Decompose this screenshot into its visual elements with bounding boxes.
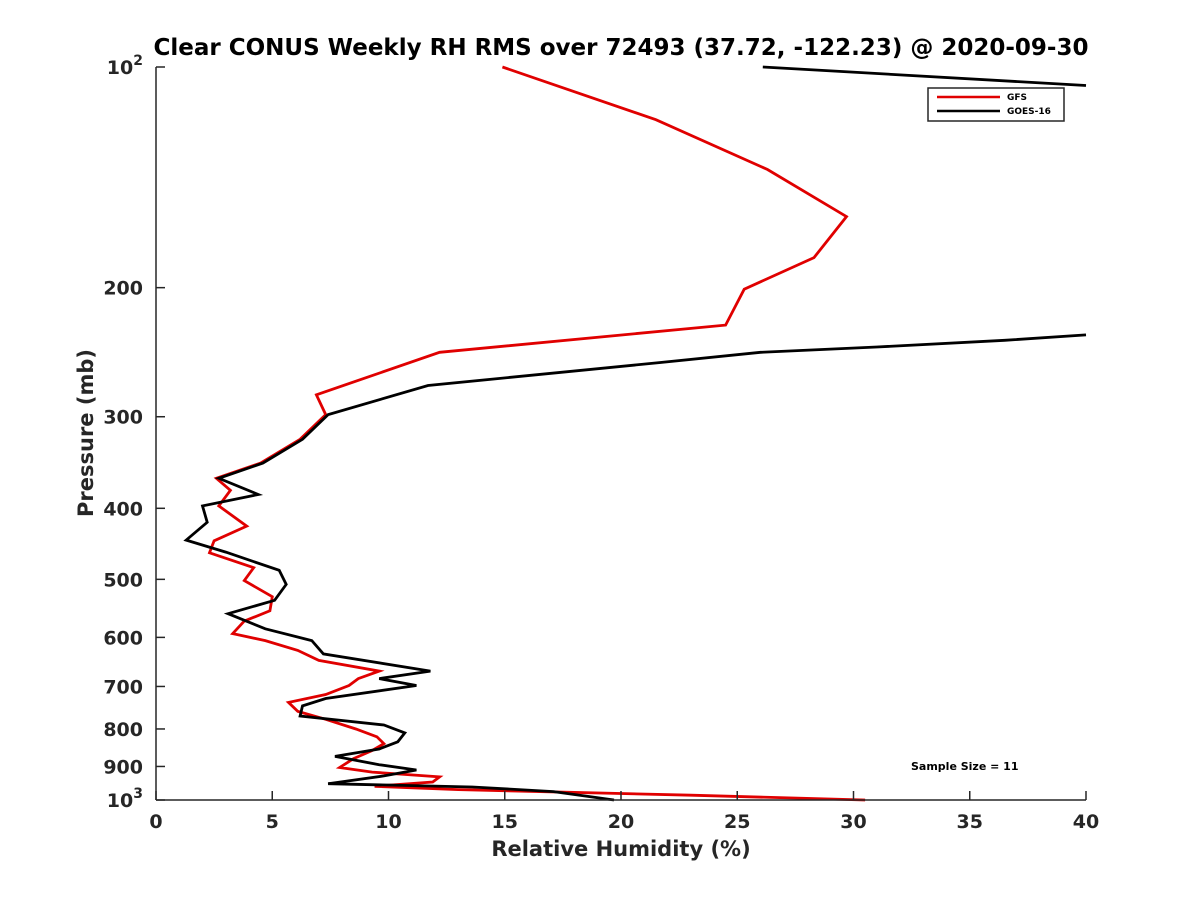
y-tick-label-base: 10 <box>107 57 133 79</box>
y-tick-label-exponent: 2 <box>133 53 143 69</box>
legend: GFS GOES-16 <box>927 87 1065 122</box>
x-tick-label: 35 <box>957 811 983 833</box>
y-axis-label: Pressure (mb) <box>74 349 98 517</box>
y-tick-label: 900 <box>103 756 143 778</box>
x-tick-label: 15 <box>492 811 518 833</box>
legend-label-gfs: GFS <box>1007 93 1027 103</box>
x-tick-label: 0 <box>149 811 162 833</box>
x-tick-label: 40 <box>1073 811 1099 833</box>
legend-box <box>927 87 1065 122</box>
y-tick-label: 600 <box>103 627 143 649</box>
plot-area: 0 5 10 15 20 25 30 35 40 10220030040050060070080… <box>103 53 1099 833</box>
y-tick-label: 500 <box>103 569 143 591</box>
y-tick-label-exponent: 3 <box>133 786 143 802</box>
y-tick-label: 400 <box>103 498 143 520</box>
series-line-goes16 <box>762 65 1087 87</box>
series-layer <box>183 65 1087 802</box>
x-tick-label: 25 <box>724 811 750 833</box>
chart-title: Clear CONUS Weekly RH RMS over 72493 (37… <box>154 35 1089 61</box>
y-tick-label: 300 <box>103 407 143 429</box>
series-line-goes16 <box>183 333 1087 802</box>
y-tick-label-base: 10 <box>107 790 133 812</box>
y-tick-label: 103 <box>107 786 143 812</box>
x-axis-ticks: 0 5 10 15 20 25 30 35 40 <box>149 791 1099 833</box>
sample-size-annotation: Sample Size = 11 <box>911 760 1018 773</box>
y-tick-label: 102 <box>107 53 143 79</box>
plot-background <box>156 67 1086 800</box>
x-tick-label: 5 <box>266 811 279 833</box>
x-tick-label: 20 <box>608 811 634 833</box>
x-axis-label: Relative Humidity (%) <box>491 837 750 861</box>
x-tick-label: 10 <box>375 811 401 833</box>
y-tick-label: 200 <box>103 278 143 300</box>
y-tick-label: 800 <box>103 719 143 741</box>
x-tick-label: 30 <box>840 811 866 833</box>
y-tick-label: 700 <box>103 676 143 698</box>
legend-label-goes16: GOES-16 <box>1007 107 1051 117</box>
series-line-gfs <box>207 65 866 802</box>
